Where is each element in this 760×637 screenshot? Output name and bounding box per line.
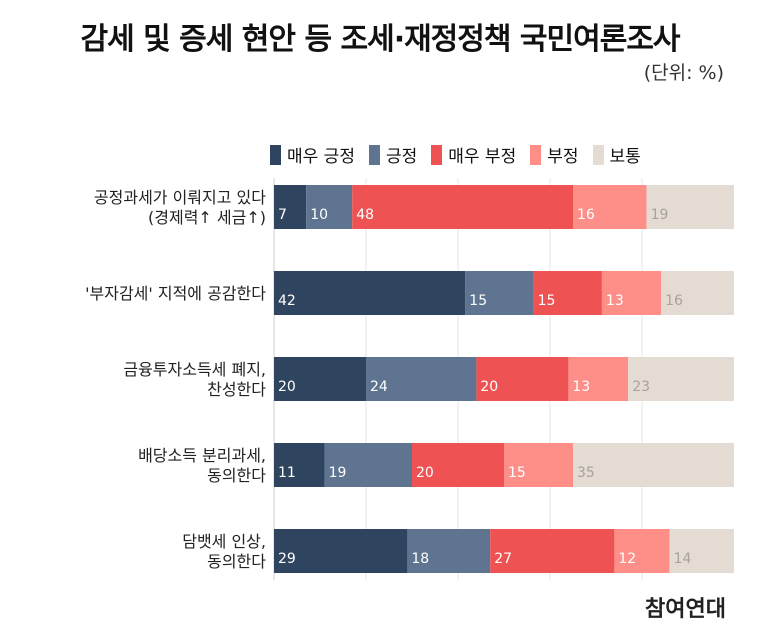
bar-segment [274, 443, 325, 487]
legend-item-positive: 긍정 [368, 142, 418, 167]
bar-segment [628, 357, 734, 401]
data-label: 11 [278, 465, 296, 481]
legend-swatch [368, 144, 380, 165]
data-label: 14 [674, 551, 692, 567]
data-label: 16 [577, 207, 595, 223]
bar-segment [274, 529, 408, 573]
data-label: 48 [356, 207, 374, 223]
category-label: (경제력↑ 세금↑) [148, 208, 266, 227]
bar-segment [465, 271, 534, 315]
category-label: 담뱃세 인상, [182, 532, 266, 551]
data-label: 35 [577, 465, 595, 481]
bar-segment [274, 271, 466, 315]
unit-label: (단위: %) [643, 62, 724, 84]
data-label: 7 [278, 207, 287, 223]
data-label: 10 [310, 207, 328, 223]
bar-segment [490, 529, 615, 573]
chart-title: 감세 및 증세 현안 등 조세·재정정책 국민여론조사 [80, 22, 680, 57]
data-label: 23 [632, 379, 650, 395]
bar-segment [669, 529, 734, 573]
legend-label: 보통 [609, 147, 641, 167]
data-label: 15 [469, 293, 487, 309]
bar-segment [614, 529, 670, 573]
data-label: 13 [606, 293, 624, 309]
data-label: 15 [538, 293, 556, 309]
legend-swatch [270, 144, 281, 165]
bar-segment [274, 357, 366, 401]
category-label: '부자감세' 지적에 공감한다 [85, 284, 266, 303]
bar-segment [568, 357, 629, 401]
legend-label: 부정 [547, 147, 579, 167]
data-label: 16 [665, 293, 683, 309]
legend-swatch [431, 144, 443, 165]
legend-item-negative: 부정 [530, 142, 579, 167]
bar-segment [352, 185, 573, 229]
data-label: 19 [329, 465, 347, 481]
data-label: 12 [618, 551, 636, 567]
legend-item-very-positive: 매우 긍정 [270, 142, 355, 167]
data-label: 42 [278, 293, 296, 309]
legend-item-very-negative: 매우 부정 [431, 142, 516, 167]
data-label: 18 [411, 551, 429, 567]
bar-segment [274, 185, 307, 229]
bar-segment [306, 185, 353, 229]
data-label: 19 [651, 207, 669, 223]
bar-segment [573, 185, 647, 229]
legend-swatch [530, 144, 542, 165]
data-label: 13 [572, 379, 590, 395]
data-label: 24 [370, 379, 388, 395]
data-label: 29 [278, 551, 296, 567]
bar-segment [412, 443, 504, 487]
legend-item-neutral: 보통 [592, 142, 641, 167]
bar-segment [646, 185, 734, 229]
data-label: 27 [494, 551, 512, 567]
category-label: 공정과세가 이뤄지고 있다 [94, 188, 266, 207]
data-label: 20 [416, 465, 434, 481]
data-label: 20 [278, 379, 296, 395]
bar-segment [407, 529, 491, 573]
data-label: 15 [508, 465, 526, 481]
bar-segment [573, 443, 734, 487]
legend-label: 긍정 [385, 147, 418, 167]
category-label: 배당소득 분리과세, [138, 446, 266, 465]
legend: 매우 긍정 긍정 매우 부정 부정 보통 [270, 142, 641, 167]
legend-label: 매우 긍정 [287, 147, 355, 167]
bar-segment [324, 443, 412, 487]
legend-swatch [592, 144, 604, 165]
category-label: 동의한다 [207, 552, 266, 571]
category-label: 동의한다 [207, 466, 266, 485]
bar-segment [601, 271, 662, 315]
category-label: 찬성한다 [207, 380, 266, 399]
bar-segment [533, 271, 602, 315]
data-label: 20 [480, 379, 498, 395]
category-label: 금융투자소득세 폐지, [123, 360, 266, 379]
bar-segment [366, 357, 477, 401]
legend-label: 매우 부정 [448, 147, 517, 167]
brand-logo: 참여연대 [645, 597, 726, 622]
bar-segment [504, 443, 573, 487]
bar-segment [661, 271, 734, 315]
bar-segment [476, 357, 569, 401]
